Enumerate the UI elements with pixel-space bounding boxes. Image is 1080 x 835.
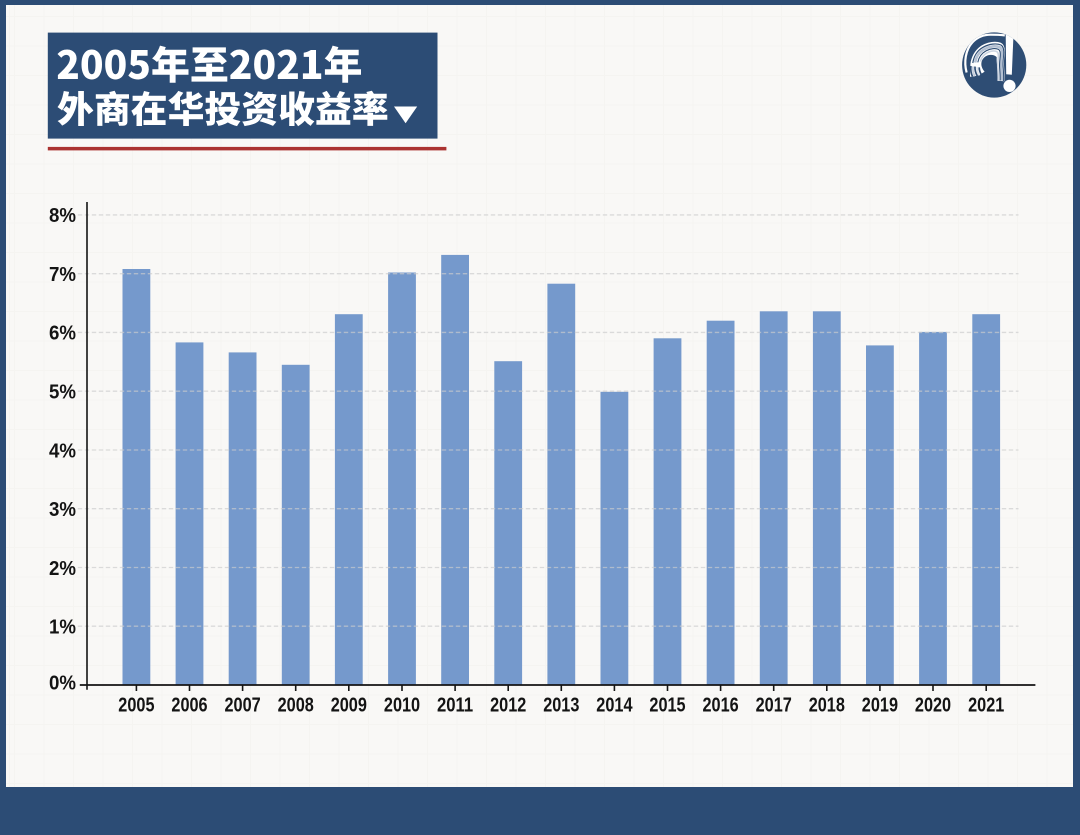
svg-text:2010: 2010 (384, 694, 420, 717)
svg-text:8%: 8% (49, 204, 76, 227)
svg-text:2005: 2005 (118, 694, 154, 717)
svg-text:6%: 6% (49, 322, 76, 345)
svg-text:2007: 2007 (225, 694, 261, 717)
svg-text:2008: 2008 (278, 694, 314, 717)
svg-text:2%: 2% (49, 557, 76, 580)
svg-text:3%: 3% (49, 498, 76, 521)
svg-text:2021: 2021 (968, 694, 1004, 717)
svg-text:2016: 2016 (703, 694, 739, 717)
svg-text:2012: 2012 (490, 694, 526, 717)
svg-text:2019: 2019 (862, 694, 898, 717)
svg-text:5%: 5% (49, 381, 76, 404)
svg-text:4%: 4% (49, 439, 76, 462)
svg-text:2011: 2011 (437, 694, 473, 717)
svg-text:2014: 2014 (596, 694, 633, 717)
svg-text:7%: 7% (49, 263, 76, 286)
svg-text:1%: 1% (49, 616, 76, 639)
svg-text:2009: 2009 (331, 694, 367, 717)
svg-text:2006: 2006 (171, 694, 207, 717)
svg-text:2013: 2013 (543, 694, 579, 717)
svg-text:2020: 2020 (915, 694, 951, 717)
svg-text:2017: 2017 (756, 694, 792, 717)
svg-text:2018: 2018 (809, 694, 845, 717)
svg-text:0%: 0% (49, 671, 76, 694)
svg-text:2015: 2015 (649, 694, 685, 717)
